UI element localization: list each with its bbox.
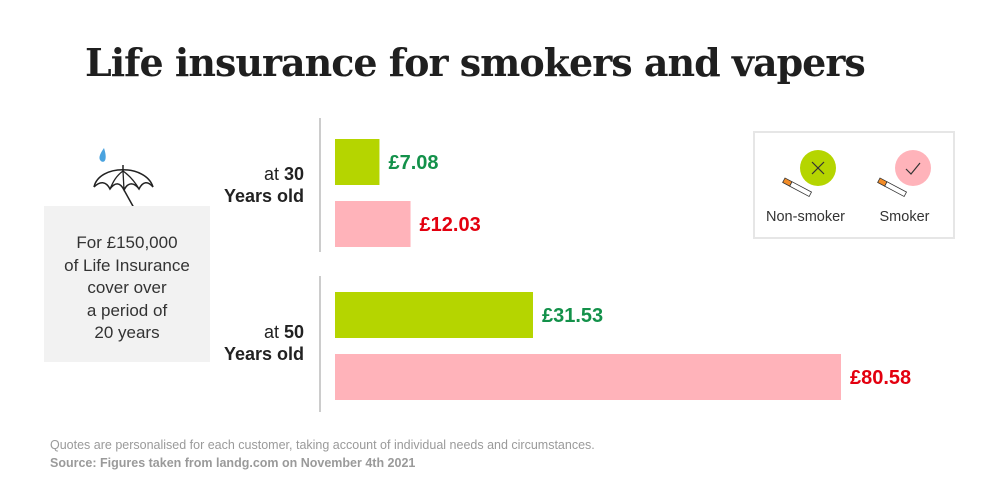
age-suffix: Years old bbox=[223, 344, 304, 364]
chart-title: Life insurance for smokers and vapers bbox=[85, 40, 866, 85]
bar-non-smoker-2 bbox=[335, 292, 533, 338]
data-label-smoker-1: £12.03 bbox=[420, 214, 481, 236]
bar-non-smoker-1 bbox=[335, 139, 380, 185]
age-value: 30 bbox=[283, 164, 304, 184]
cigarette-cross-icon bbox=[782, 150, 836, 198]
data-label-smoker-2: £80.58 bbox=[850, 367, 911, 389]
info-line-5: 20 years bbox=[94, 323, 160, 342]
coverage-info-text: For £150,000 of Life Insurance cover ove… bbox=[44, 232, 210, 345]
legend-label-smoker: Smoker bbox=[879, 209, 930, 225]
info-line-2: of Life Insurance bbox=[64, 255, 190, 275]
coverage-info-box: For £150,000 of Life Insurance cover ove… bbox=[44, 206, 210, 362]
source-note: Source: Figures taken from landg.com on … bbox=[50, 456, 416, 470]
age-group-label-30: at 30 Years old bbox=[224, 163, 304, 207]
age-group-label-50: at 50 Years old bbox=[224, 321, 304, 365]
cigarette-check-icon bbox=[877, 150, 931, 198]
age-prefix: at bbox=[263, 322, 284, 342]
age-value: 50 bbox=[283, 322, 304, 342]
legend: Non-smoker Smoker bbox=[753, 131, 955, 239]
legend-label-non-smoker: Non-smoker bbox=[766, 209, 845, 225]
data-label-non-smoker-1: £7.08 bbox=[388, 152, 438, 174]
data-label-non-smoker-2: £31.53 bbox=[542, 305, 603, 327]
bar-smoker-1 bbox=[335, 201, 411, 247]
bar-smoker-2 bbox=[335, 354, 841, 400]
age-prefix: at bbox=[263, 164, 284, 184]
info-line-3: cover over bbox=[87, 278, 167, 297]
info-line-1: For £150,000 bbox=[76, 233, 178, 252]
age-suffix: Years old bbox=[223, 186, 304, 206]
footnote: Quotes are personalised for each custome… bbox=[50, 438, 595, 452]
legend-item-non-smoker: Non-smoker bbox=[755, 133, 856, 237]
info-line-4: a period of bbox=[86, 300, 168, 320]
legend-item-smoker: Smoker bbox=[854, 133, 955, 237]
